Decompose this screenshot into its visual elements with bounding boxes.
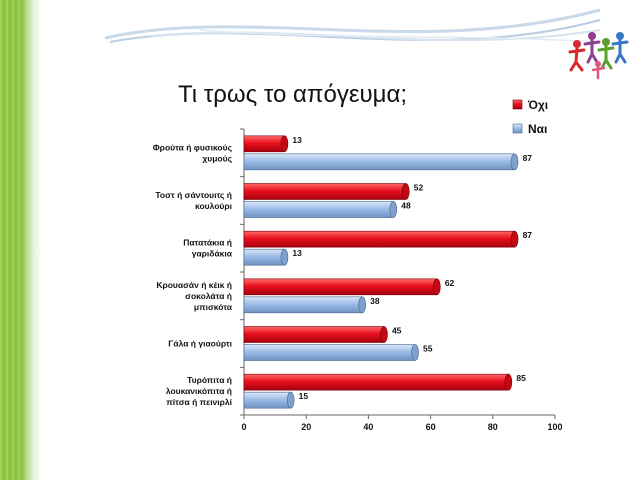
category-label: Τοστ ή σάντουιτς ή (155, 190, 232, 200)
x-tick-label: 100 (547, 422, 562, 432)
data-label-yes: 38 (370, 296, 380, 306)
x-tick-label: 40 (363, 422, 373, 432)
bar-end-cap-no (280, 135, 289, 153)
bar-no (243, 135, 285, 153)
bar-end-cap-no (401, 183, 410, 200)
person-figure-purple (583, 32, 601, 64)
data-label-no: 87 (523, 230, 533, 240)
x-tick-label: 60 (426, 422, 436, 432)
x-tick-label: 80 (488, 422, 498, 432)
data-label-no: 13 (292, 135, 302, 145)
bar-yes (243, 201, 394, 218)
category-label: πίτσα ή πεινιρλί (166, 397, 232, 407)
bar-no (243, 230, 515, 248)
bar-end-cap-yes (286, 391, 295, 409)
x-tick-label: 0 (241, 422, 246, 432)
category-label: μπισκότα (194, 302, 233, 312)
category-label: λουκανικόπιτα ή (166, 386, 232, 396)
data-label-no: 62 (445, 278, 455, 288)
person-figure-blue (611, 32, 629, 64)
bar-yes (243, 344, 416, 361)
data-label-yes: 87 (523, 153, 533, 163)
bar-end-cap-yes (411, 344, 419, 361)
bar-end-cap-no (510, 230, 519, 248)
category-label: Τυρόπιτα ή (187, 375, 232, 385)
slide-side-decoration (0, 0, 42, 480)
legend-swatch-no (512, 99, 523, 110)
category-label: χυμούς (202, 153, 232, 163)
legend-swatch-yes (512, 123, 523, 134)
data-label-yes: 48 (401, 201, 411, 211)
bar-yes (243, 391, 291, 409)
bar-no (243, 373, 509, 391)
legend-label-yes: Ναι (528, 122, 547, 136)
category-label: κουλούρι (195, 201, 233, 211)
bar-end-cap-no (380, 326, 388, 343)
data-label-yes: 15 (299, 391, 309, 401)
bar-yes (243, 296, 363, 314)
data-label-no: 52 (414, 183, 424, 193)
chart-legend: Όχι Ναι (512, 98, 548, 136)
person-figure-green (597, 38, 615, 70)
bar-end-cap-no (433, 278, 441, 296)
header-swoosh-decoration (104, 8, 601, 43)
bar-no (243, 183, 407, 200)
category-label: Φρούτα ή φυσικούς (153, 142, 233, 152)
bar-yes (243, 248, 285, 266)
person-figure-pink (591, 61, 606, 80)
bar-no (243, 278, 438, 296)
category-label: Πατατάκια ή (183, 238, 232, 248)
bar-yes (243, 153, 515, 171)
bar-no (243, 326, 385, 343)
x-tick-label: 20 (301, 422, 311, 432)
category-label: Κρουασάν ή κέικ ή (156, 280, 232, 290)
data-label-yes: 55 (423, 344, 433, 354)
bar-end-cap-yes (358, 296, 366, 314)
person-figure-red (568, 40, 586, 72)
category-label: σοκολάτα ή (185, 291, 232, 301)
data-label-no: 85 (516, 373, 526, 383)
data-label-no: 45 (392, 326, 402, 336)
people-logo (568, 32, 629, 80)
data-label-yes: 13 (292, 248, 302, 258)
bar-end-cap-yes (280, 248, 289, 266)
bar-end-cap-no (504, 373, 513, 391)
bar-end-cap-yes (389, 201, 398, 218)
chart-title: Τι τρως το απόγευμα; (178, 81, 407, 108)
legend-label-no: Όχι (527, 98, 548, 112)
bar-end-cap-yes (510, 153, 519, 171)
category-label: γαριδάκια (192, 249, 233, 259)
category-label: Γάλα ή γιαούρτι (168, 339, 232, 349)
